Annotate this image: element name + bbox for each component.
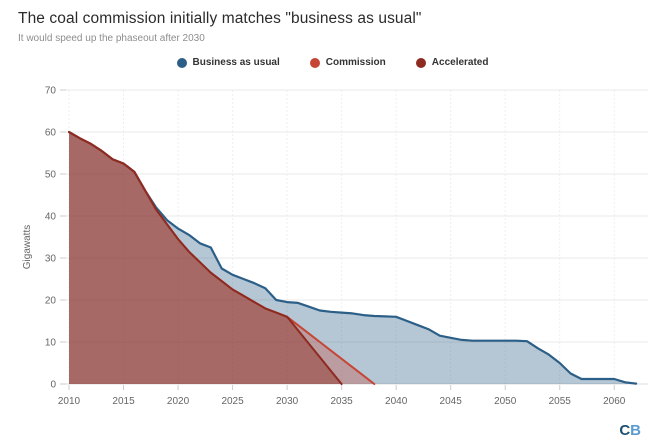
y-tick-label: 20 [45, 296, 57, 307]
y-tick-label: 40 [45, 212, 57, 223]
y-tick-label: 70 [45, 86, 57, 97]
x-tick-label: 2025 [221, 396, 244, 407]
x-tick-label: 2030 [276, 396, 299, 407]
x-tick-label: 2010 [58, 396, 81, 407]
carbonbrief-logo[interactable]: CB [619, 422, 641, 439]
legend-dot-commission-icon [309, 57, 320, 68]
legend-label: Commission [325, 57, 386, 68]
x-tick-label: 2055 [549, 396, 572, 407]
y-tick-label: 0 [50, 380, 56, 391]
series-area-accelerated [69, 132, 342, 384]
y-tick-label: 30 [45, 254, 57, 265]
x-tick-label: 2040 [385, 396, 408, 407]
y-tick-label: 10 [45, 338, 57, 349]
legend-dot-accelerated-icon [415, 57, 426, 68]
legend-label: Accelerated [431, 57, 489, 68]
legend-item-commission[interactable]: Commission [309, 57, 386, 68]
y-axis-title: Gigawatts [22, 225, 33, 269]
chart-title: The coal commission initially matches "b… [18, 10, 422, 27]
series-area-commission [69, 132, 375, 384]
legend-item-accelerated[interactable]: Accelerated [415, 57, 489, 68]
y-tick-label: 60 [45, 128, 57, 139]
x-tick-label: 2015 [112, 396, 135, 407]
series-area-business-as-usual [69, 132, 637, 384]
series-line-accelerated [68, 131, 343, 385]
carbonbrief-logo-c: C [619, 422, 631, 439]
x-tick-label: 2020 [167, 396, 190, 407]
x-tick-label: 2050 [494, 396, 517, 407]
chart-subtitle: It would speed up the phaseout after 203… [18, 33, 205, 44]
legend-label: Business as usual [192, 57, 280, 68]
x-tick-label: 2045 [440, 396, 463, 407]
legend: Business as usual Commission Accelerated [0, 57, 665, 68]
x-tick-label: 2060 [603, 396, 626, 407]
legend-item-business-as-usual[interactable]: Business as usual [176, 57, 280, 68]
series-line-business-as-usual [67, 130, 638, 385]
x-tick-label: 2035 [331, 396, 354, 407]
carbonbrief-logo-b: B [630, 422, 641, 439]
y-tick-label: 50 [45, 170, 57, 181]
chart-header: The coal commission initially matches "b… [18, 10, 422, 44]
legend-dot-business-as-usual-icon [176, 57, 187, 68]
